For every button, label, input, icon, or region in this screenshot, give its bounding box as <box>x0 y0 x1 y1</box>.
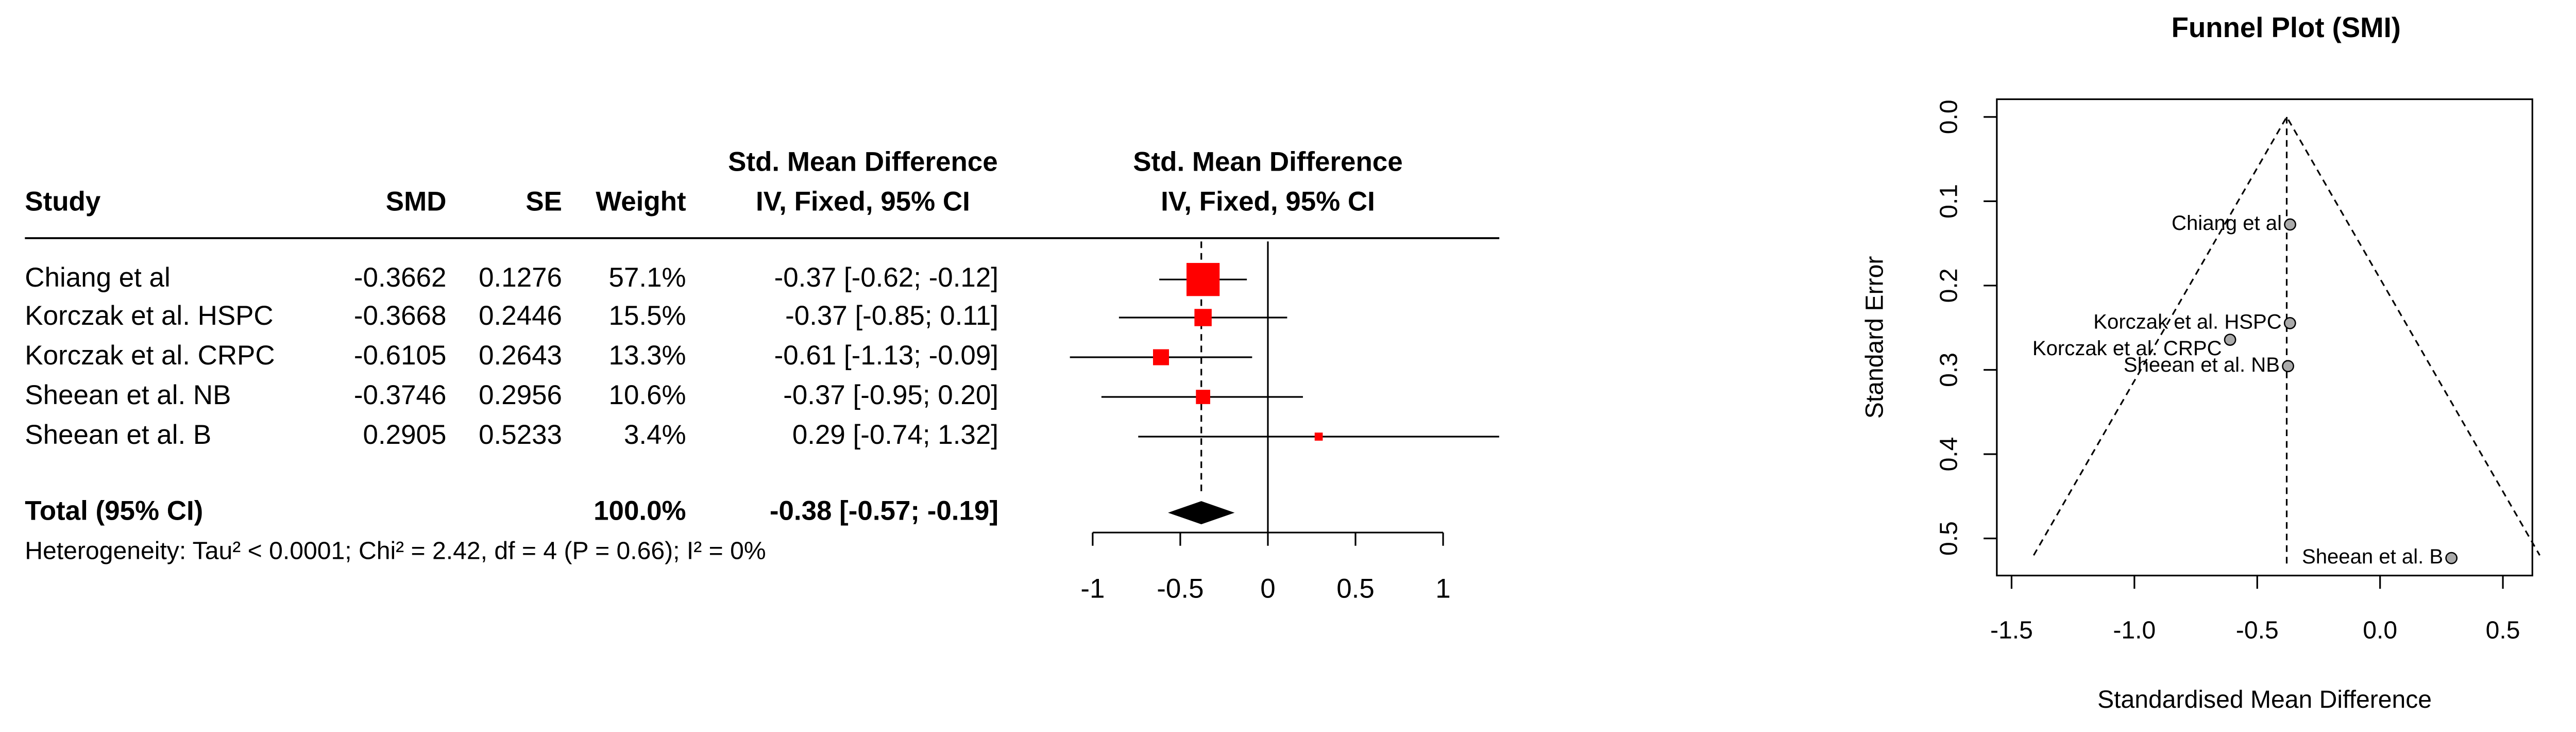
x-tick-label: -1.5 <box>1990 616 2033 644</box>
x-tick-label: 0 <box>1260 573 1275 604</box>
column-header: IV, Fixed, 95% CI <box>1161 187 1375 217</box>
ci-label: -0.37 [-0.95; 0.20] <box>783 380 998 410</box>
x-tick-label: -1.0 <box>2113 616 2156 644</box>
effect-square <box>1196 390 1210 404</box>
x-tick-label: -0.5 <box>1157 573 1204 604</box>
x-tick-label: 1 <box>1435 573 1450 604</box>
point-label: Korczak et al. HSPC <box>2093 310 2281 333</box>
y-tick-label: 0.3 <box>1935 353 1963 387</box>
x-axis-title: Standardised Mean Difference <box>2097 686 2432 713</box>
ci-label: -0.37 [-0.85; 0.11] <box>785 301 998 331</box>
weight: 3.4% <box>624 420 686 450</box>
smd: -0.6105 <box>354 340 447 371</box>
study-name: Sheean et al. B <box>25 420 211 450</box>
weight: 57.1% <box>609 262 686 293</box>
x-tick-label: 0.0 <box>2363 616 2397 644</box>
y-tick-label: 0.2 <box>1935 268 1963 303</box>
y-tick-label: 0.5 <box>1935 521 1963 556</box>
weight: 15.5% <box>609 301 686 331</box>
smd: -0.3668 <box>354 301 447 331</box>
column-header: Weight <box>596 187 686 217</box>
x-tick-label: 0.5 <box>2486 616 2520 644</box>
y-tick-label: 0.1 <box>1935 184 1963 219</box>
effect-square <box>1314 432 1323 441</box>
column-header: Study <box>25 187 101 217</box>
total-ci: -0.38 [-0.57; -0.19] <box>770 496 998 526</box>
y-tick-label: 0.0 <box>1935 99 1963 134</box>
heterogeneity: Heterogeneity: Tau² < 0.0001; Chi² = 2.4… <box>25 537 766 564</box>
point <box>2283 317 2296 329</box>
plot-frame <box>1996 98 2533 577</box>
y-axis-title: Standard Error <box>1860 256 1888 419</box>
weight: 10.6% <box>609 380 686 410</box>
ci-label: -0.61 [-1.13; -0.09] <box>774 340 998 371</box>
se: 0.2956 <box>479 380 562 410</box>
study-name: Sheean et al. NB <box>25 380 231 410</box>
x-tick-label: 0.5 <box>1336 573 1375 604</box>
column-header: Std. Mean Difference <box>728 147 997 177</box>
x-tick-label: -1 <box>1080 573 1105 604</box>
total-diamond <box>1168 501 1235 525</box>
se: 0.1276 <box>479 262 562 293</box>
se: 0.2446 <box>479 301 562 331</box>
total-weight: 100.0% <box>594 496 686 526</box>
weight: 13.3% <box>609 340 686 371</box>
study-name: Korczak et al. CRPC <box>25 340 275 371</box>
se: 0.5233 <box>479 420 562 450</box>
column-header: Std. Mean Difference <box>1133 147 1402 177</box>
se: 0.2643 <box>479 340 562 371</box>
column-header: SMD <box>386 187 447 217</box>
column-header: SE <box>526 187 562 217</box>
study-name: Chiang et al <box>25 262 170 293</box>
effect-square <box>1187 263 1220 296</box>
ci-label: -0.37 [-0.62; -0.12] <box>774 262 998 293</box>
point <box>2284 218 2296 231</box>
point-label: Chiang et al <box>2172 212 2282 235</box>
x-tick-label: -0.5 <box>2236 616 2279 644</box>
point-label: Sheean et al. B <box>2302 545 2443 568</box>
point-label: Sheean et al. NB <box>2124 354 2280 376</box>
point <box>2282 360 2294 373</box>
column-header: IV, Fixed, 95% CI <box>756 187 970 217</box>
smd: -0.3662 <box>354 262 447 293</box>
ci-label: 0.29 [-0.74; 1.32] <box>792 420 998 450</box>
total-label: Total (95% CI) <box>25 496 203 526</box>
point-label: Korczak et al. CRPC <box>2032 337 2222 360</box>
chart-title: Funnel Plot (SMI) <box>2172 12 2401 43</box>
effect-square <box>1153 349 1170 365</box>
effect-square <box>1194 309 1212 326</box>
smd: -0.3746 <box>354 380 447 410</box>
y-tick-label: 0.4 <box>1935 437 1963 472</box>
point <box>2224 334 2236 346</box>
study-name: Korczak et al. HSPC <box>25 301 273 331</box>
smd: 0.2905 <box>363 420 447 450</box>
point <box>2445 552 2458 564</box>
